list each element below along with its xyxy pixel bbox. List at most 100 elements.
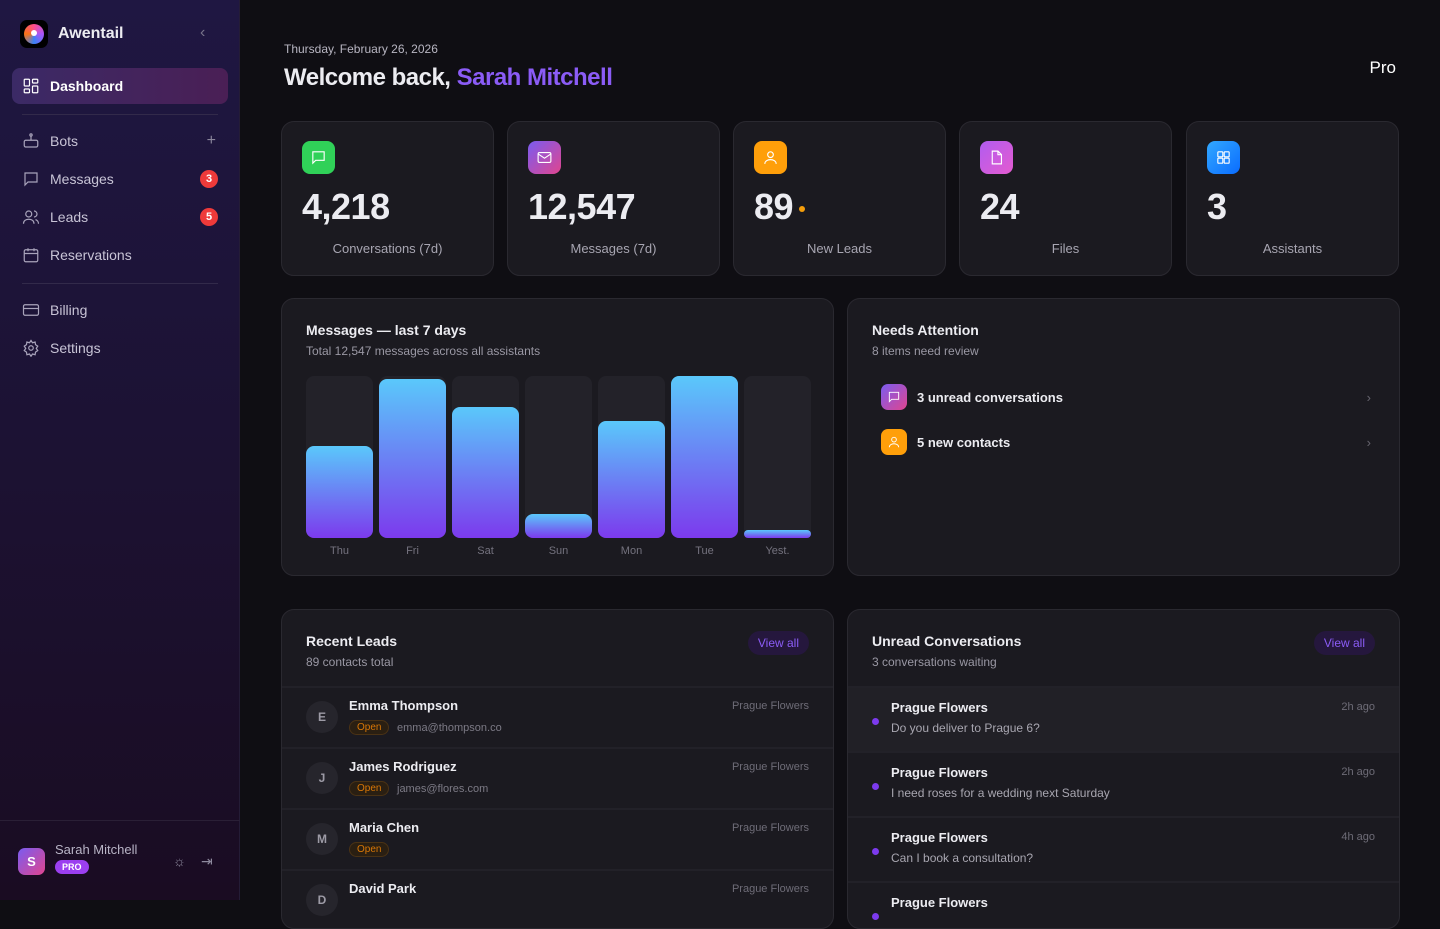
user-icon [754,141,787,174]
chevron-right-icon: › [1366,389,1371,405]
avatar[interactable]: S [18,848,45,875]
card-title: Unread Conversations [872,633,1022,649]
grid-icon [1207,141,1240,174]
conversation-message: I need roses for a wedding next Saturday [891,786,1110,800]
status-badge: Open [349,720,390,735]
theme-toggle-sun-icon[interactable]: ☼ [173,853,186,869]
stat-card-conversations[interactable]: 4,218 Conversations (7d) [281,121,494,276]
stat-label: Assistants [1262,241,1323,256]
sidebar-item-label: Settings [50,340,101,356]
view-all-conversations-button[interactable]: View all [1313,631,1375,655]
conversation-time: 4h ago [1341,831,1375,843]
mail-icon [528,141,561,174]
add-bot-icon[interactable]: + [206,132,216,149]
view-all-leads-button[interactable]: View all [747,631,809,655]
stat-value: 89 [754,186,806,228]
lead-row[interactable]: M Maria Chen Prague Flowers Open [282,808,833,869]
brand[interactable]: Awentail [20,20,124,48]
lead-row[interactable]: J James Rodriguez Prague Flowers Open james@… [282,747,833,808]
status-badge: Open [349,842,390,857]
chart-subtitle: Total 12,547 messages across all assista… [306,344,541,358]
conversation-row[interactable]: Prague Flowers [848,881,1399,928]
lead-name: David Park [349,881,417,896]
current-date: Thursday, February 26, 2026 [284,42,438,56]
users-icon [22,210,40,224]
bar-track [671,376,738,538]
unread-dot [872,783,879,790]
sidebar-item-label: Leads [50,209,89,225]
sidebar-item-label: Bots [50,133,79,149]
sidebar-item-bots[interactable]: Bots + [12,123,228,159]
stat-card-messages[interactable]: 12,547 Messages (7d) [507,121,720,276]
lead-avatar: J [306,762,338,794]
bar-sun[interactable] [525,513,592,538]
conversation-message: Do you deliver to Prague 6? [891,721,1040,735]
x-tick-label: Fri [406,545,419,557]
stat-value: 24 [980,186,1020,227]
bar-mon[interactable] [598,421,665,538]
conversation-row[interactable]: Prague Flowers I need roses for a wedding… [848,751,1399,816]
x-tick-label: Sun [548,545,569,557]
lead-row[interactable]: E Emma Thompson Prague Flowers Open emma@tho… [282,686,833,747]
messages-badge: 3 [200,170,218,188]
lead-row[interactable]: D David Park Prague Flowers [282,869,833,928]
attention-label: 3 unread conversations [917,389,1063,405]
stat-card-leads[interactable]: 89 New Leads [733,121,946,276]
chat-icon [881,384,907,410]
conversation-row[interactable]: Prague Flowers Can I book a consultation?… [848,816,1399,881]
x-tick-label: Tue [695,545,714,557]
bar-yest[interactable] [744,529,811,538]
x-tick-label: Thu [330,545,349,557]
stat-card-files[interactable]: 24 Files [959,121,1172,276]
chevron-right-icon: › [1366,434,1371,450]
stat-label: Conversations (7d) [332,241,443,256]
attention-label: 5 new contacts [917,434,1011,450]
conversation-source: Prague Flowers [891,830,988,845]
conversation-time: 2h ago [1341,701,1375,713]
sidebar-item-leads[interactable]: Leads 5 [12,199,228,235]
logout-icon[interactable]: ⇥ [201,853,213,869]
stat-number: 89 [754,186,794,227]
conversation-row[interactable]: Prague Flowers Do you deliver to Prague 6… [848,686,1399,751]
sidebar-item-dashboard[interactable]: Dashboard [12,68,228,104]
bar-sat[interactable] [452,406,519,538]
sidebar-item-messages[interactable]: Messages 3 [12,161,228,197]
lead-email: emma@thompson.co [397,722,502,734]
conversation-source: Prague Flowers [891,895,988,910]
attention-item-contacts[interactable]: 5 new contacts › [881,427,1371,457]
sidebar-item-label: Reservations [50,247,132,263]
lead-source: Prague Flowers [731,822,809,834]
status-badge: Open [349,781,390,796]
conversation-time: 2h ago [1341,766,1375,778]
stat-label: New Leads [806,241,873,256]
stat-card-assistants[interactable]: 3 Assistants [1186,121,1399,276]
divider [22,283,218,284]
x-tick-label: Sat [477,545,494,557]
stat-label: Messages (7d) [570,241,657,256]
bar-tue[interactable] [671,376,738,538]
sidebar-item-reservations[interactable]: Reservations [12,237,228,273]
lead-source: Prague Flowers [731,883,809,895]
bar-fri[interactable] [379,379,446,538]
calendar-icon [23,248,39,263]
card-subtitle: 3 conversations waiting [872,655,997,669]
lead-avatar: E [306,701,338,733]
bar-track [379,376,446,538]
chart-title: Messages — last 7 days [306,322,467,338]
file-icon [980,141,1013,174]
welcome-text: Welcome back, [284,64,451,91]
card-icon [22,304,40,316]
sidebar-item-label: Billing [50,302,88,318]
sidebar-item-settings[interactable]: Settings [12,330,228,366]
conversation-source: Prague Flowers [891,765,988,780]
new-indicator-dot [799,206,806,213]
unread-dot [872,848,879,855]
lead-avatar: D [306,884,338,916]
attention-item-unread[interactable]: 3 unread conversations › [881,382,1371,412]
divider [22,114,218,115]
bar-thu[interactable] [306,445,373,538]
collapse-sidebar-icon[interactable]: ‹ [200,24,206,41]
stat-value: 4,218 [302,186,390,227]
unread-dot [872,913,879,920]
sidebar-item-billing[interactable]: Billing [12,292,228,328]
